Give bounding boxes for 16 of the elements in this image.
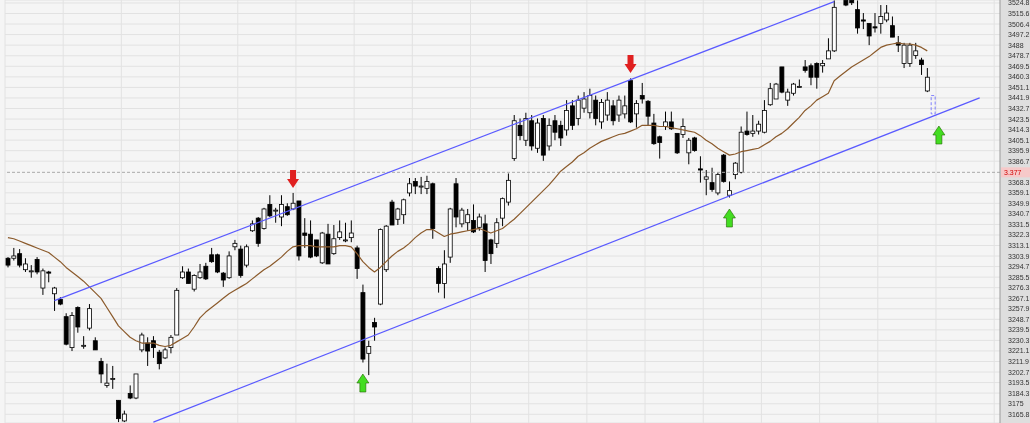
candlestick — [104, 363, 110, 389]
candlestick — [890, 16, 895, 38]
candlestick — [703, 169, 709, 196]
candlestick — [348, 219, 354, 243]
candlestick — [924, 67, 930, 93]
candlestick — [98, 357, 104, 384]
candlestick — [52, 286, 57, 312]
candlestick — [639, 82, 645, 105]
candlestick — [354, 245, 360, 280]
candlestick — [110, 365, 116, 390]
candlestick — [698, 155, 703, 184]
candlestick — [337, 219, 343, 241]
candlestick — [87, 303, 92, 331]
candlestick — [232, 239, 238, 251]
candlestick — [372, 317, 377, 342]
candlestick — [645, 99, 651, 126]
